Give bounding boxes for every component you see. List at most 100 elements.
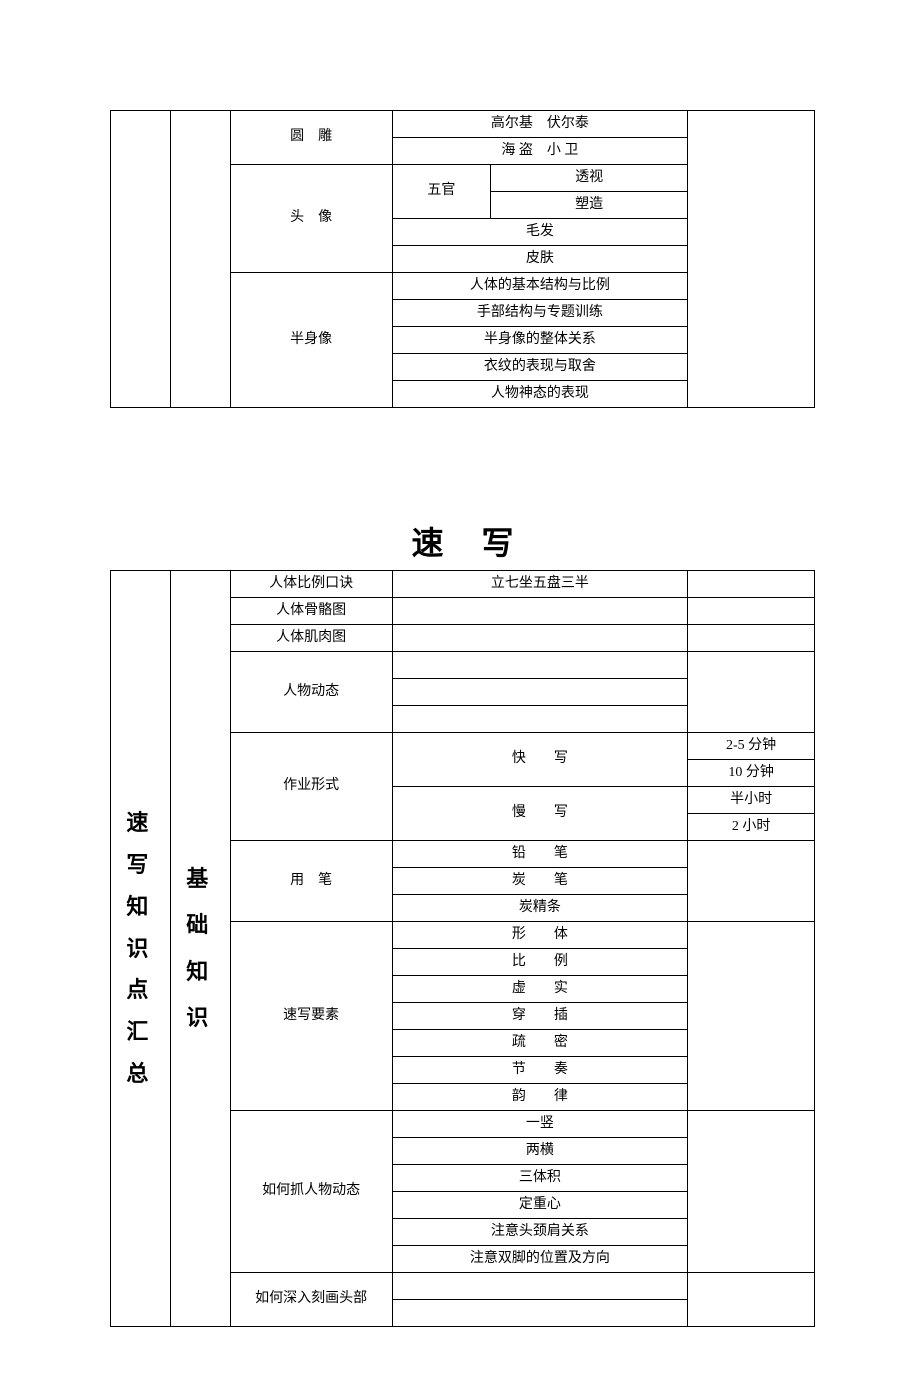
t2-r9-c3-label: 如何深入刻画头部 [255,1291,367,1306]
t2-r8-c6 [688,1111,815,1273]
t1-banshenxiang: 半身像 [230,273,392,408]
t2-r5-t1: 2-5 分钟 [688,733,815,760]
t2-r8-c3: 如何抓人物动态 [230,1111,392,1273]
section-title: 速写 [110,518,815,564]
t1-wuguan: 五官 [392,165,491,219]
t2-vert-sub-text: 基础知识 [173,856,228,1041]
t1-col7-empty [688,111,815,408]
t2-r8-f: 注意双脚的位置及方向 [392,1246,688,1273]
t2-vert-left-text: 速写知识点汇总 [113,802,168,1095]
t2-r7-b: 比 例 [392,949,688,976]
t2-r7-c3: 速写要素 [230,922,392,1111]
t2-r5-t4-label: 2 小时 [732,819,771,834]
t2-r8-d: 定重心 [392,1192,688,1219]
t1-shoubu: 手部结构与专题训练 [392,300,688,327]
t2-r8-c-label: 三体积 [519,1170,561,1185]
t2-r2-c3: 人体骨骼图 [230,598,392,625]
t2-r3-c3: 人体肌肉图 [230,625,392,652]
t2-r7-e: 疏 密 [392,1030,688,1057]
t2-r6-c3: 用 笔 [230,841,392,922]
t2-r8-e-label: 注意头颈肩关系 [491,1224,589,1239]
t2-r8-b-label: 两横 [526,1143,554,1158]
t2-r1-c3-label: 人体比例口诀 [269,576,353,591]
t1-banshenxiang-label: 半身像 [290,332,332,347]
t1-gaoerji-label: 高尔基 伏尔泰 [491,116,589,131]
t2-r8-c3-label: 如何抓人物动态 [262,1183,360,1198]
t1-toushi: 透视 [491,165,688,192]
t1-col1-empty [111,111,171,408]
t2-r7-g-label: 韵 律 [512,1089,568,1104]
t2-r7-c-label: 虚 实 [512,981,568,996]
t1-zhengti: 半身像的整体关系 [392,327,688,354]
t1-toushi-label: 透视 [575,170,603,185]
t2-r8-e: 注意头颈肩关系 [392,1219,688,1246]
t2-r5-kuaixie: 快 写 [392,733,688,787]
t2-r4-s3 [392,706,688,733]
t1-haidao-label: 海 盗 小 卫 [501,143,578,158]
t1-pifu: 皮肤 [392,246,688,273]
t2-r1-c4: 立七坐五盘三半 [392,571,688,598]
t2-r5-t3-label: 半小时 [730,792,772,807]
t1-gaoerji: 高尔基 伏尔泰 [392,111,688,138]
t2-r5-t1-label: 2-5 分钟 [726,738,776,753]
t2-vert-left: 速写知识点汇总 [111,571,171,1327]
outline-table-1: 圆 雕 高尔基 伏尔泰 海 盗 小 卫 头 像 五官 透视 塑造 毛发 皮肤 半… [110,110,815,408]
t1-suzao: 塑造 [491,192,688,219]
t2-r2-c6 [688,598,815,625]
t2-r6-a-label: 铅 笔 [512,846,568,861]
t1-yiwen: 衣纹的表现与取舍 [392,354,688,381]
t1-renti: 人体的基本结构与比例 [392,273,688,300]
t2-r8-c: 三体积 [392,1165,688,1192]
t2-r7-a-label: 形 体 [512,927,568,942]
t2-r5-c3-label: 作业形式 [283,778,339,793]
t1-yiwen-label: 衣纹的表现与取舍 [484,359,596,374]
t1-shoubu-label: 手部结构与专题训练 [477,305,603,320]
t2-r3-c3-label: 人体肌肉图 [276,630,346,645]
t2-r8-f-label: 注意双脚的位置及方向 [470,1251,610,1266]
t2-r7-c6 [688,922,815,1111]
section-title-text: 速写 [411,525,551,561]
t2-r6-a: 铅 笔 [392,841,688,868]
t1-zhengti-label: 半身像的整体关系 [484,332,596,347]
t2-r4-s1 [392,652,688,679]
t2-r5-manxie-label: 慢 写 [512,805,568,820]
t2-r7-e-label: 疏 密 [512,1035,568,1050]
t2-r8-d-label: 定重心 [519,1197,561,1212]
t2-r7-g: 韵 律 [392,1084,688,1111]
t2-r3-c4 [392,625,688,652]
t2-r7-a: 形 体 [392,922,688,949]
t2-r1-c3: 人体比例口诀 [230,571,392,598]
t1-renti-label: 人体的基本结构与比例 [470,278,610,293]
t2-r5-t3: 半小时 [688,787,815,814]
t2-r4-c3: 人物动态 [230,652,392,733]
t2-r9-c6 [688,1273,815,1327]
t1-suzao-label: 塑造 [575,197,603,212]
t2-r6-c6 [688,841,815,922]
t2-r2-c4 [392,598,688,625]
t1-shentai-label: 人物神态的表现 [491,386,589,401]
t1-yuandiao-label: 圆 雕 [290,129,332,144]
t2-r3-c6 [688,625,815,652]
t2-r7-d-label: 穿 插 [512,1008,568,1023]
t2-r4-s2 [392,679,688,706]
t2-r5-kuaixie-label: 快 写 [512,751,568,766]
t2-r5-c3: 作业形式 [230,733,392,841]
t1-maofa: 毛发 [392,219,688,246]
t1-wuguan-label: 五官 [427,183,455,198]
t2-r7-c3-label: 速写要素 [283,1008,339,1023]
t2-r6-c3-label: 用 笔 [290,873,332,888]
t2-r9-s2 [392,1300,688,1327]
t2-r9-s1 [392,1273,688,1300]
t1-yuandiao: 圆 雕 [230,111,392,165]
t2-r8-a-label: 一竖 [526,1116,554,1131]
t2-r8-a: 一竖 [392,1111,688,1138]
t2-r6-b: 炭 笔 [392,868,688,895]
t2-r7-c: 虚 实 [392,976,688,1003]
t2-r1-c4-label: 立七坐五盘三半 [491,576,589,591]
t1-col2-empty [170,111,230,408]
t1-maofa-label: 毛发 [526,224,554,239]
t1-shentai: 人物神态的表现 [392,381,688,408]
t2-r5-t2: 10 分钟 [688,760,815,787]
t2-r7-f: 节 奏 [392,1057,688,1084]
t2-r4-c3-label: 人物动态 [283,684,339,699]
